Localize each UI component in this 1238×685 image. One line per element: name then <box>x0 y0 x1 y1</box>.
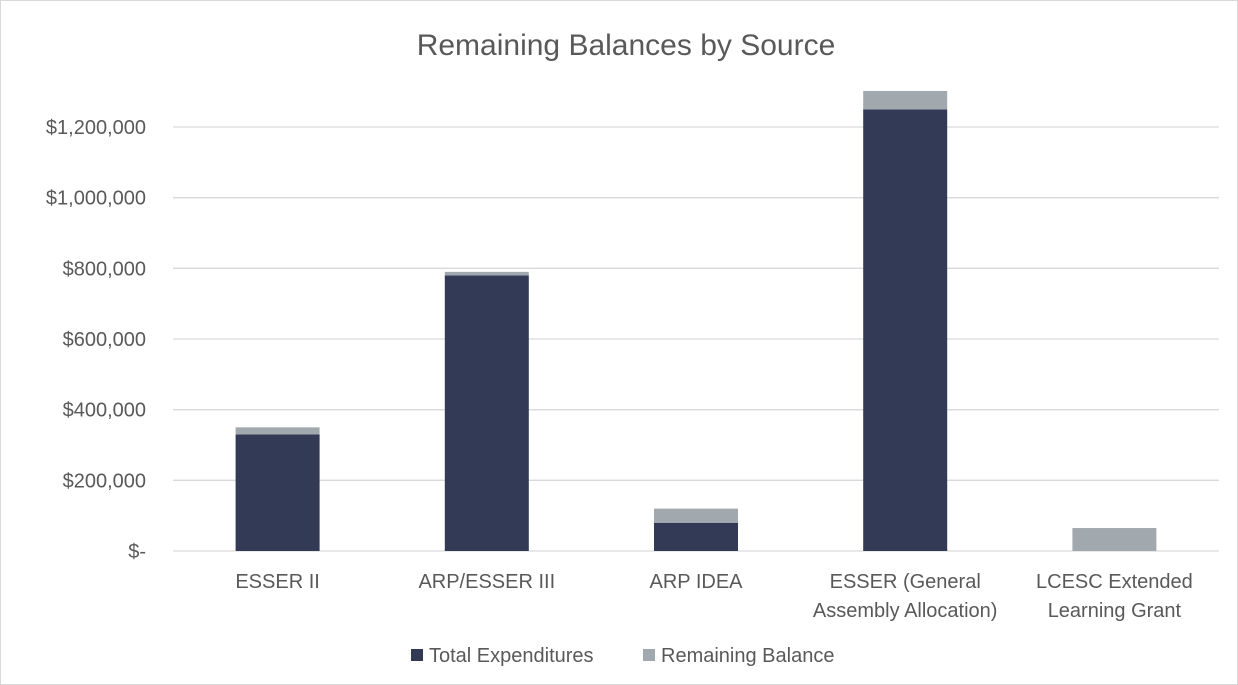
bar-total-expenditures <box>863 109 948 551</box>
x-tick-label: ESSER II <box>235 571 319 593</box>
y-tick-label: $400,000 <box>63 400 146 422</box>
y-tick-label: $1,000,000 <box>46 188 146 210</box>
bar-total-expenditures <box>654 522 738 551</box>
bar-remaining-balance <box>863 90 948 110</box>
legend-swatch-remaining-balance <box>643 649 655 661</box>
bar-remaining-balance <box>444 271 529 276</box>
y-tick-label: $- <box>128 541 146 563</box>
bar-total-expenditures <box>444 275 529 551</box>
legend-label: Total Expenditures <box>429 645 594 667</box>
bar-remaining-balance <box>235 427 320 435</box>
y-tick-label: $1,200,000 <box>46 117 146 139</box>
y-axis-ticks: $- $200,000 $400,000 $600,000 $800,000 $1,000… <box>46 117 146 563</box>
x-tick-label: ARP IDEA <box>650 571 744 593</box>
legend-label: Remaining Balance <box>661 645 834 667</box>
x-tick-label: ESSER (General <box>830 571 981 593</box>
chart-title: Remaining Balances by Source <box>417 29 836 62</box>
y-tick-label: $800,000 <box>63 258 146 280</box>
bar-remaining-balance <box>1072 528 1157 551</box>
x-tick-label: Learning Grant <box>1048 600 1182 622</box>
x-tick-label: LCESC Extended <box>1036 571 1193 593</box>
bar-remaining-balance <box>654 508 738 523</box>
x-tick-label: Assembly Allocation) <box>813 600 998 622</box>
x-tick-label: ARP/ESSER III <box>418 571 555 593</box>
legend: Total Expenditures Remaining Balance <box>411 645 834 667</box>
x-axis-ticks: ESSER II ARP/ESSER III ARP IDEA ESSER (Gene… <box>235 571 1192 622</box>
gridlines <box>173 126 1219 552</box>
bars <box>235 90 1157 551</box>
bar-total-expenditures <box>235 434 320 551</box>
legend-swatch-total-expenditures <box>411 649 423 661</box>
y-tick-label: $600,000 <box>63 329 146 351</box>
y-tick-label: $200,000 <box>63 470 146 492</box>
